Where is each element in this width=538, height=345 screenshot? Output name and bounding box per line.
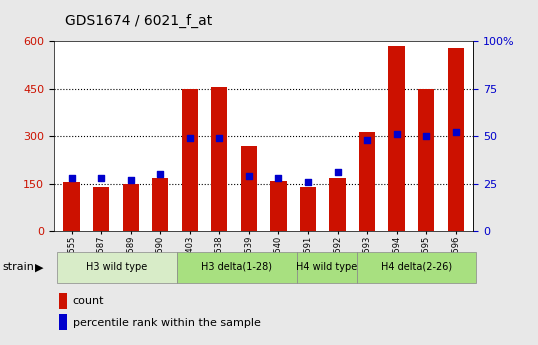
Bar [59,293,67,309]
Bar [359,131,375,231]
Text: percentile rank within the sample: percentile rank within the sample [73,317,260,327]
Bar [388,46,405,231]
Point [97,175,105,181]
Text: H3 wild type: H3 wild type [86,262,147,272]
Point [67,175,76,181]
Text: ▶: ▶ [35,263,44,272]
Bar [176,252,296,283]
Point [274,175,282,181]
Bar [59,315,67,330]
Bar [182,89,198,231]
Bar [300,187,316,231]
Point [333,169,342,175]
Bar [63,182,80,231]
Bar [357,252,477,283]
Bar [123,184,139,231]
Bar [93,187,109,231]
Bar [329,178,345,231]
Bar [240,146,257,231]
Point [245,173,253,179]
Text: H4 wild type: H4 wild type [296,262,357,272]
Bar [418,89,434,231]
Point [186,135,194,141]
Point [363,137,371,143]
Point [303,179,312,185]
Text: strain: strain [3,263,34,272]
Text: H4 delta(2-26): H4 delta(2-26) [381,262,452,272]
Bar [296,252,357,283]
Point [422,134,430,139]
Bar [57,252,176,283]
Bar [152,178,168,231]
Text: count: count [73,296,104,306]
Bar [448,48,464,231]
Text: H3 delta(1-28): H3 delta(1-28) [201,262,272,272]
Point [126,177,135,183]
Bar [211,87,228,231]
Point [451,130,460,135]
Bar [270,180,287,231]
Point [392,131,401,137]
Text: GDS1674 / 6021_f_at: GDS1674 / 6021_f_at [65,13,212,28]
Point [156,171,165,177]
Point [215,135,224,141]
